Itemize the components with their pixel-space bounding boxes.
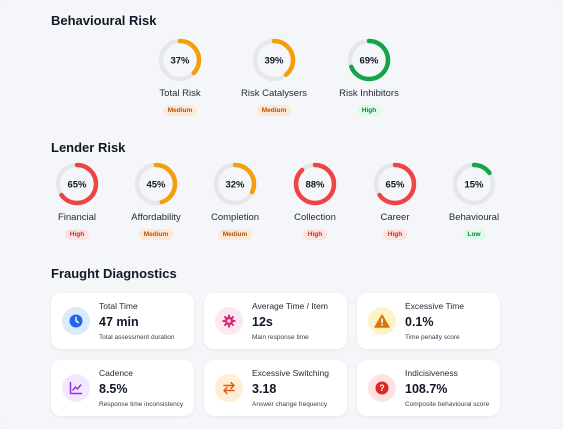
ring-progress: [452, 162, 496, 206]
ring-progress: [252, 38, 296, 82]
ring-chart: 45%: [134, 162, 178, 206]
status-badge: Medium: [138, 229, 174, 240]
gauge-label: Collection: [294, 212, 336, 223]
gauge-label: Career: [380, 212, 410, 223]
gauge-financial[interactable]: 65% Financial High: [32, 162, 122, 241]
card-value: 108.7%: [405, 382, 448, 396]
card-total-time[interactable]: Total Time 47 min Total assessment durat…: [51, 293, 194, 349]
fraught-diagnostics-title: Fraught Diagnostics: [51, 266, 177, 281]
gauge-total-risk[interactable]: 37% Total Risk Medium: [135, 38, 225, 117]
card-title: Excessive Time: [405, 301, 465, 311]
gauge-percent: 65%: [385, 180, 405, 191]
gauge-label: Behavioural: [448, 212, 500, 223]
status-badge: Medium: [217, 229, 253, 240]
card-subtitle: Response time inconsistency: [99, 401, 184, 408]
card-subtitle: Composite behavioural score: [405, 401, 490, 408]
gauge-label: Affordability: [131, 212, 181, 223]
card-title: Excessive Switching: [252, 368, 330, 378]
card-subtitle: Answer change frequency: [252, 401, 328, 408]
status-badge: High: [64, 229, 90, 240]
ring-progress: [158, 38, 202, 82]
ring-chart: 65%: [55, 162, 99, 206]
ring-chart: 32%: [213, 162, 257, 206]
card-value: 0.1%: [405, 315, 434, 329]
card-cadence[interactable]: Cadence 8.5% Response time inconsistency: [51, 360, 194, 416]
card-subtitle: Total assessment duration: [99, 334, 175, 341]
card-excessive-switching[interactable]: Excessive Switching 3.18 Answer change f…: [204, 360, 347, 416]
gauge-percent: 15%: [464, 180, 484, 191]
status-badge: Medium: [162, 105, 198, 116]
gauge-career[interactable]: 65% Career High: [350, 162, 440, 241]
ring-progress: [55, 162, 99, 206]
ring-progress: [293, 162, 337, 206]
card-title: Total Time: [99, 301, 138, 311]
ring-chart: 65%: [373, 162, 417, 206]
ring-progress: [134, 162, 178, 206]
lender-risk-title: Lender Risk: [51, 140, 126, 155]
gauge-percent: 88%: [305, 180, 325, 191]
gauge-collection[interactable]: 88% Collection High: [270, 162, 360, 241]
gauge-label: Completion: [210, 212, 260, 223]
card-excessive-time[interactable]: Excessive Time 0.1% Time penalty score: [357, 293, 500, 349]
svg-text:?: ?: [379, 383, 385, 393]
card-average-time[interactable]: Average Time / Item 12s Main response ti…: [204, 293, 347, 349]
gauge-percent: 65%: [67, 180, 87, 191]
ring-progress: [373, 162, 417, 206]
warning-icon: [368, 307, 396, 335]
card-subtitle: Time penalty score: [405, 334, 460, 341]
card-title: Cadence: [99, 368, 134, 378]
card-indicisiveness[interactable]: ? Indicisiveness 108.7% Composite behavi…: [357, 360, 500, 416]
status-badge: Medium: [256, 105, 292, 116]
behavioural-risk-title: Behavioural Risk: [51, 13, 157, 28]
gauge-percent: 45%: [146, 180, 166, 191]
card-title: Average Time / Item: [252, 301, 328, 311]
card-title: Indicisiveness: [405, 368, 458, 378]
ring-chart: 37%: [158, 38, 202, 82]
card-subtitle: Main response time: [252, 334, 309, 341]
ring-progress: [347, 38, 391, 82]
gauge-percent: 37%: [170, 56, 190, 67]
status-badge: Low: [462, 229, 486, 240]
swap-icon: [215, 374, 243, 402]
card-value: 47 min: [99, 315, 139, 329]
chart-icon: [62, 374, 90, 402]
gauge-percent: 32%: [225, 180, 245, 191]
ring-chart: 88%: [293, 162, 337, 206]
gauge-label: Risk Catalysers: [241, 88, 307, 99]
ring-chart: 69%: [347, 38, 391, 82]
ring-progress: [213, 162, 257, 206]
clock-icon: [62, 307, 90, 335]
gauge-completion[interactable]: 32% Completion Medium: [190, 162, 280, 241]
ring-chart: 15%: [452, 162, 496, 206]
card-value: 12s: [252, 315, 273, 329]
gauge-label: Financial: [57, 212, 97, 223]
gauge-label: Total Risk: [159, 88, 201, 99]
gauge-risk-inhibitors[interactable]: 69% Risk Inhibitors High: [324, 38, 414, 117]
gauge-affordability[interactable]: 45% Affordability Medium: [111, 162, 201, 241]
gauge-label: Risk Inhibitors: [339, 88, 399, 99]
question-icon: ?: [368, 374, 396, 402]
card-value: 8.5%: [99, 382, 128, 396]
gauge-percent: 39%: [264, 56, 284, 67]
gauge-behavioural[interactable]: 15% Behavioural Low: [429, 162, 519, 241]
status-badge: High: [356, 105, 382, 116]
ring-chart: 39%: [252, 38, 296, 82]
gear-icon: [215, 307, 243, 335]
gauge-risk-catalysers[interactable]: 39% Risk Catalysers Medium: [229, 38, 319, 117]
card-value: 3.18: [252, 382, 277, 396]
status-badge: High: [302, 229, 328, 240]
gauge-percent: 69%: [359, 56, 379, 67]
status-badge: High: [382, 229, 408, 240]
